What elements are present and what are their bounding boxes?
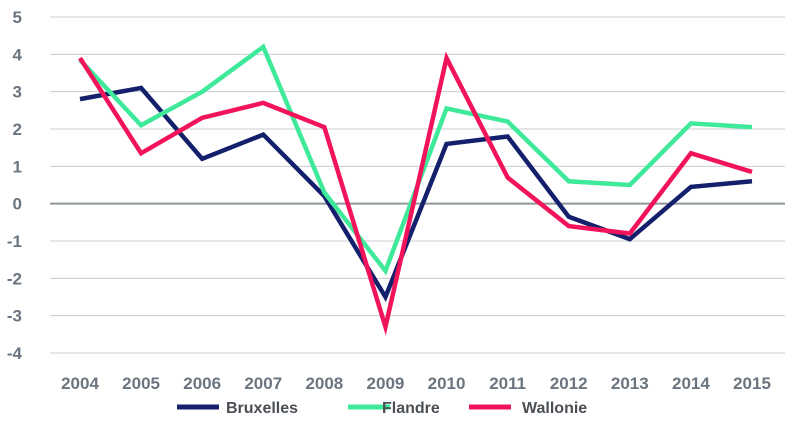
y-tick-label: -1 [7,232,22,251]
series-line-wallonie [78,51,753,336]
x-tick-label: 2008 [305,374,343,393]
x-tick-label: 2015 [733,374,771,393]
x-tick-label: 2004 [61,374,99,393]
x-tick-label: 2006 [183,374,221,393]
y-tick-label: -4 [7,344,23,363]
series-lines [78,43,753,336]
y-tick-label: 5 [13,8,22,27]
x-tick-label: 2013 [611,374,649,393]
x-tick-label: 2014 [672,374,710,393]
y-axis-ticks: 5 4 3 2 1 0 -1 -2 -3 -4 [7,8,23,363]
x-tick-label: 2010 [428,374,466,393]
x-tick-label: 2009 [367,374,405,393]
legend: Bruxelles Flandre Wallonie [177,400,587,417]
legend-label-bruxelles: Bruxelles [226,400,298,417]
legend-label-wallonie: Wallonie [522,400,587,417]
y-tick-label: 3 [13,83,22,102]
y-tick-label: 1 [13,157,22,176]
series-line-bruxelles [79,85,753,303]
x-axis-ticks: 2004 2005 2006 2007 2008 2009 2010 2011 2012 2013… [61,374,771,393]
x-tick-label: 2012 [550,374,588,393]
y-tick-label: -3 [7,307,22,326]
x-tick-label: 2005 [122,374,160,393]
x-tick-label: 2007 [244,374,282,393]
series-line-flandre [78,43,753,276]
gridlines [50,16,785,354]
legend-label-flandre: Flandre [382,400,440,417]
y-tick-label: -2 [7,269,22,288]
y-tick-label: 0 [13,195,22,214]
x-tick-label: 2011 [489,374,526,393]
y-tick-label: 2 [13,120,22,139]
y-tick-label: 4 [13,45,23,64]
